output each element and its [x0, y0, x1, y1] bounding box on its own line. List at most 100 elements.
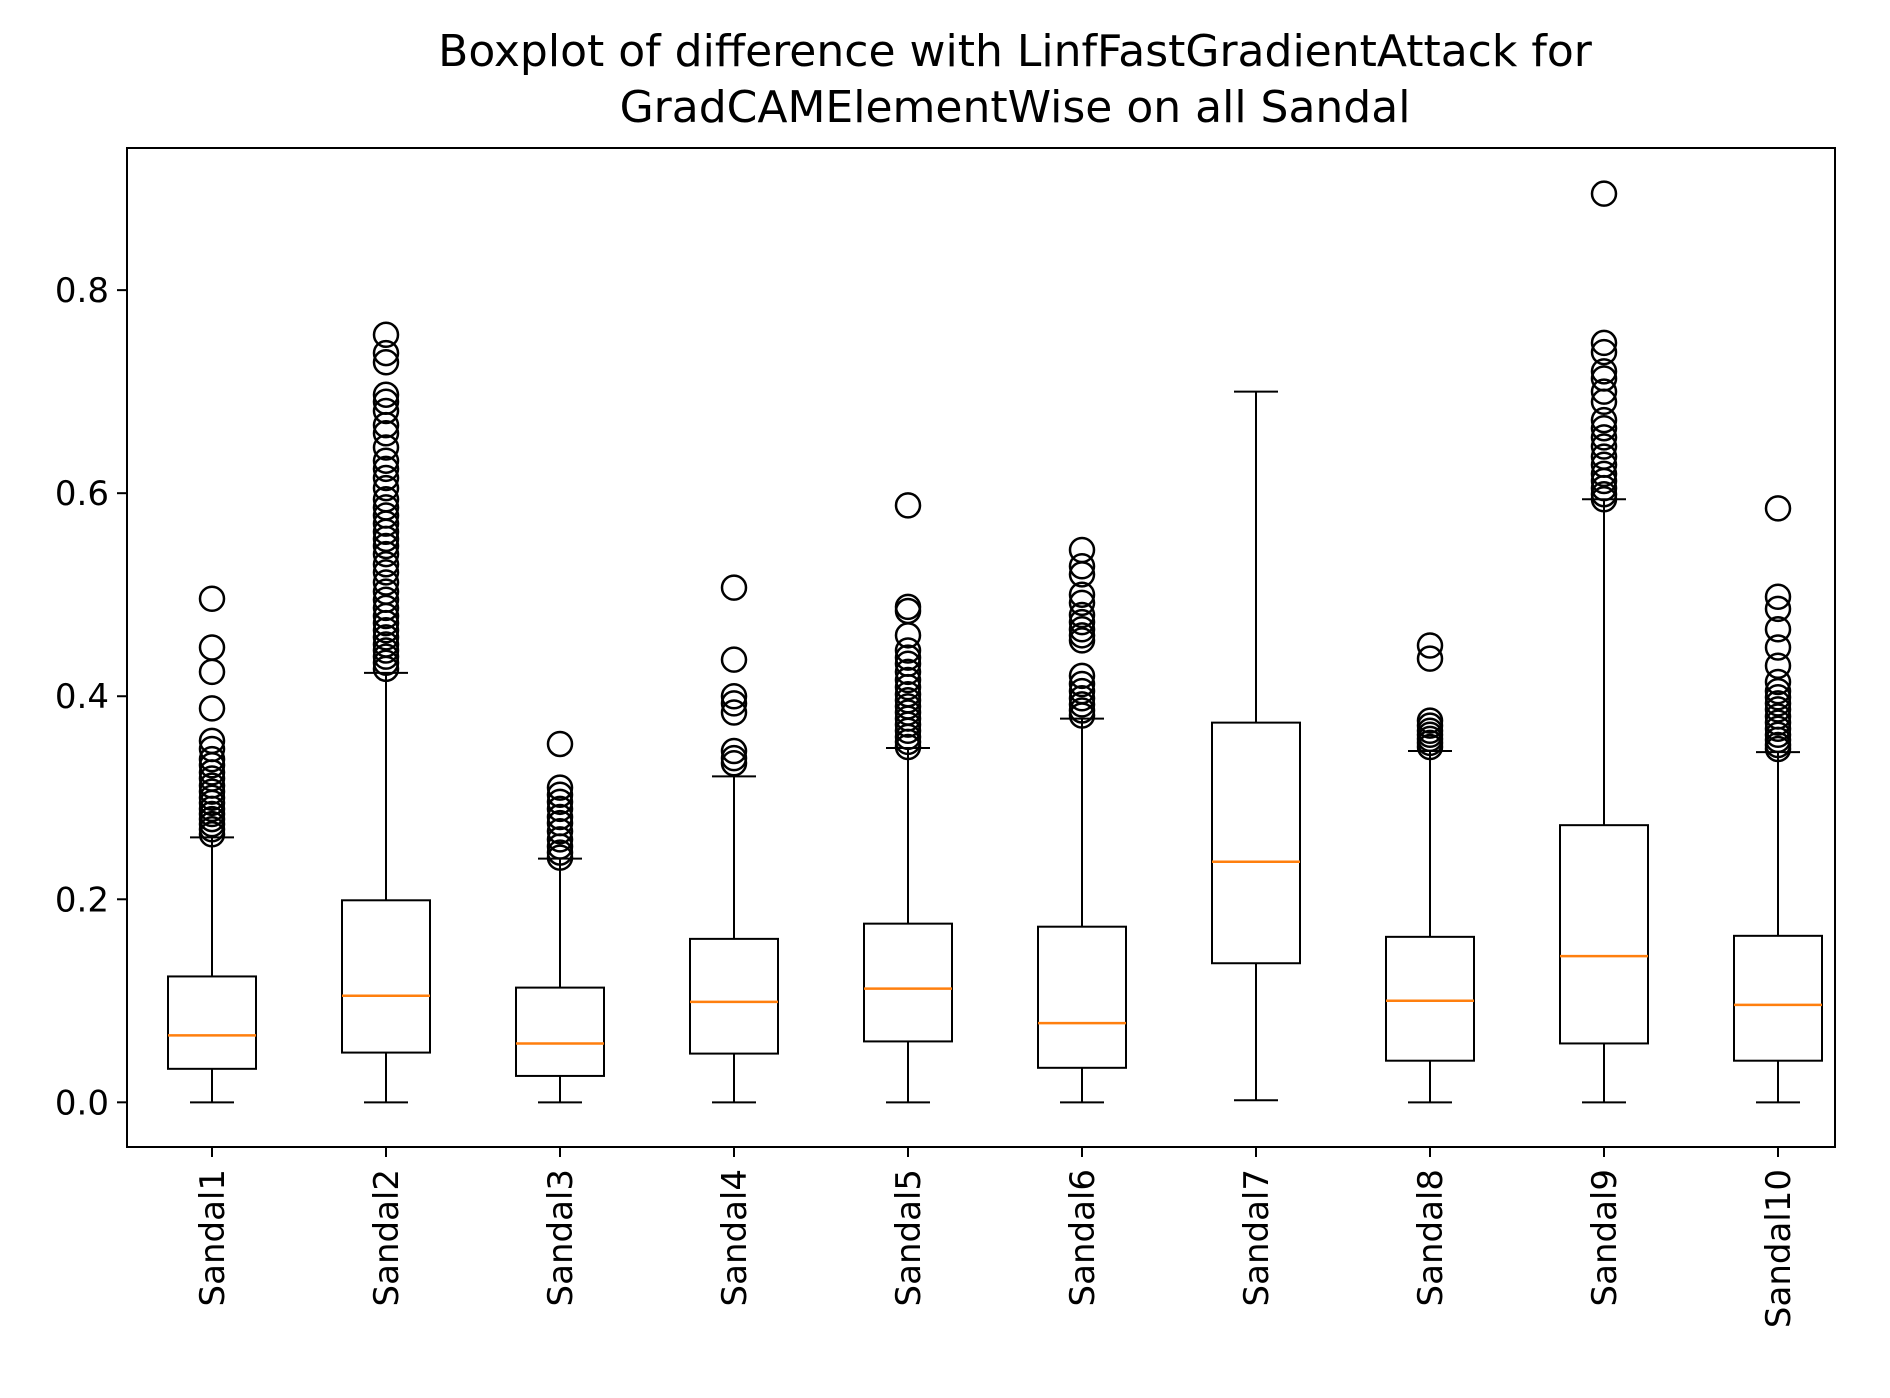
outlier-point	[372, 474, 400, 502]
iqr-box	[167, 975, 257, 1070]
chart-title: Boxplot of difference with LinfFastGradi…	[438, 26, 1593, 133]
outlier-point	[198, 821, 226, 848]
outlier-point	[1590, 406, 1618, 434]
outlier-point	[720, 646, 748, 673]
outlier-point	[1764, 735, 1792, 763]
outlier-point	[546, 781, 574, 808]
box-group	[167, 585, 257, 1104]
outlier-point	[546, 826, 574, 853]
x-tick-label: Sandal5	[889, 1169, 929, 1306]
outlier-point	[372, 434, 400, 461]
box-group	[515, 730, 605, 1104]
outlier-point	[198, 695, 226, 722]
outlier-point	[1590, 433, 1618, 460]
outlier-point	[1068, 601, 1096, 629]
outlier-point	[1764, 677, 1792, 705]
outlier-point	[198, 585, 226, 613]
outlier-point	[720, 699, 748, 726]
outlier-point	[1764, 709, 1792, 736]
outlier-point	[894, 666, 922, 694]
outlier-point	[372, 348, 400, 376]
x-tick-label: Sandal7	[1237, 1169, 1277, 1306]
x-tick-label: Sandal9	[1585, 1169, 1625, 1306]
outlier-point	[1068, 702, 1096, 729]
plot-frame	[126, 147, 1836, 1148]
box-group	[1733, 495, 1823, 1104]
outlier-point	[372, 594, 400, 622]
outlier-point	[1068, 627, 1096, 654]
outlier-point	[372, 518, 400, 546]
outlier-point	[720, 737, 748, 765]
outlier-point	[1764, 495, 1792, 522]
box-group	[1385, 632, 1475, 1104]
outlier-point	[372, 624, 400, 651]
outlier-point	[894, 622, 922, 649]
outlier-point	[894, 644, 922, 671]
outlier-point	[1590, 180, 1618, 207]
outlier-point	[546, 730, 574, 758]
outlier-point	[546, 844, 574, 871]
iqr-box	[1559, 824, 1649, 1045]
outlier-point	[372, 455, 400, 483]
outlier-point	[720, 690, 748, 717]
iqr-box	[1733, 934, 1823, 1062]
outlier-point	[372, 616, 400, 644]
outlier-point	[1764, 583, 1792, 610]
outlier-point	[1590, 424, 1618, 451]
boxes-layer	[167, 180, 1823, 1104]
outlier-point	[372, 397, 400, 425]
outlier-point	[1590, 329, 1618, 357]
outlier-point	[546, 788, 574, 816]
outlier-point	[372, 464, 400, 492]
outlier-point	[1068, 581, 1096, 608]
outlier-point	[372, 540, 400, 568]
box-group	[1211, 390, 1301, 1102]
outlier-point	[1068, 691, 1096, 718]
box-group	[1559, 180, 1649, 1104]
outlier-point	[198, 658, 226, 686]
outlier-point	[1590, 467, 1618, 495]
outlier-point	[372, 447, 400, 474]
outlier-point	[894, 658, 922, 686]
x-tick-label: Sandal8	[1411, 1169, 1451, 1306]
y-tick-label: 0.6	[55, 474, 109, 514]
outlier-point	[1764, 715, 1792, 742]
outlier-point	[1764, 615, 1792, 643]
iqr-box	[863, 922, 953, 1043]
outlier-point	[1590, 358, 1618, 385]
x-tick-label: Sandal2	[367, 1169, 407, 1306]
outlier-point	[1416, 632, 1444, 659]
y-tick-label: 0.0	[55, 1083, 109, 1123]
box-group	[341, 321, 431, 1104]
outlier-point	[1764, 668, 1792, 696]
outlier-point	[372, 551, 400, 578]
outlier-point	[1764, 683, 1792, 711]
iqr-box	[689, 937, 779, 1055]
outlier-point	[372, 510, 400, 537]
y-tick-label: 0.8	[55, 271, 109, 311]
chart-title-line-2: GradCAMElementWise on all Sandal	[620, 82, 1411, 133]
outlier-point	[1590, 378, 1618, 405]
outlier-point	[1068, 685, 1096, 712]
outlier-point	[1590, 388, 1618, 416]
outlier-point	[1416, 645, 1444, 672]
outlier-point	[1590, 460, 1618, 488]
outlier-point	[1590, 414, 1618, 442]
outlier-point	[546, 795, 574, 823]
outlier-point	[372, 609, 400, 637]
outlier-point	[1068, 670, 1096, 698]
y-axis: 0.0 0.2 0.4 0.6 0.8	[55, 271, 127, 1123]
outlier-point	[894, 492, 922, 519]
outlier-point	[894, 673, 922, 701]
outlier-point	[894, 711, 922, 738]
outlier-point	[720, 749, 748, 777]
outlier-point	[372, 381, 400, 408]
outlier-point	[1068, 589, 1096, 617]
outlier-point	[372, 649, 400, 676]
outlier-point	[1764, 690, 1792, 717]
x-tick-label: Sandal1	[193, 1169, 233, 1306]
outlier-point	[1764, 696, 1792, 723]
outlier-point	[372, 420, 400, 447]
outlier-point	[372, 559, 400, 586]
x-tick-label: Sandal4	[715, 1169, 755, 1306]
